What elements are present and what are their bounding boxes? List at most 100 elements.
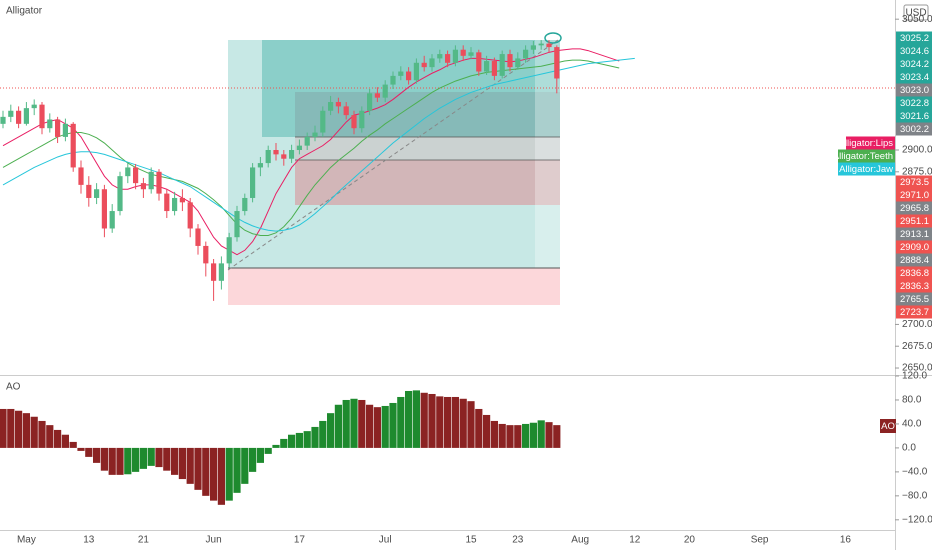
ao-bar xyxy=(303,431,311,448)
price-badge xyxy=(896,122,932,136)
pane-title: AO xyxy=(6,382,21,393)
price-badge xyxy=(896,201,932,215)
ao-bar xyxy=(100,447,108,471)
y-tick-label: −120.0 xyxy=(902,514,932,525)
ao-bar xyxy=(264,447,272,454)
candle-body xyxy=(538,43,544,46)
ao-bar xyxy=(147,447,155,466)
candle-body xyxy=(203,245,209,264)
ao-bar xyxy=(397,396,405,448)
ao-bar xyxy=(288,434,296,448)
ao-bar xyxy=(225,447,233,501)
candle-body xyxy=(507,54,513,68)
candle-body xyxy=(211,263,217,281)
ao-bar xyxy=(506,425,514,448)
candle-body xyxy=(70,123,76,168)
candle-body xyxy=(94,189,100,198)
price-badge-text: 3024.6 xyxy=(900,46,929,57)
ao-bar xyxy=(93,447,101,463)
ao-bar xyxy=(194,447,202,490)
price-badge xyxy=(896,279,932,293)
candle-body xyxy=(117,176,123,212)
candle-body xyxy=(47,119,53,129)
candle-body xyxy=(374,93,380,98)
ao-bar xyxy=(295,432,303,448)
x-tick-label: 21 xyxy=(138,535,150,546)
ao-bar xyxy=(514,425,522,448)
inner-zone xyxy=(295,92,560,137)
candle-body xyxy=(23,108,29,124)
candle-body xyxy=(78,167,84,185)
ao-bar xyxy=(334,404,342,448)
candle-body xyxy=(523,49,529,59)
candle-body xyxy=(460,49,466,56)
ao-bar xyxy=(381,405,389,448)
y-tick-label: 2875.0 xyxy=(902,166,932,177)
ao-bar xyxy=(459,398,467,448)
candle-body xyxy=(367,93,373,111)
ao-bar xyxy=(38,420,46,448)
ao-bar xyxy=(405,390,413,448)
candle-body xyxy=(8,110,14,117)
x-tick-label: Aug xyxy=(571,535,589,546)
ao-bar xyxy=(202,447,210,496)
ao-bar xyxy=(436,396,444,448)
price-badge-text: 3023.0 xyxy=(900,85,929,96)
legend-badge xyxy=(838,149,895,163)
candle-body xyxy=(413,62,419,81)
price-badge-text: 2913.1 xyxy=(900,229,929,240)
ao-bar xyxy=(116,447,124,475)
ao-bar xyxy=(54,429,62,448)
y-tick-label: 2700.0 xyxy=(902,319,932,330)
chart-title: Alligator xyxy=(6,6,43,17)
price-badge-text: 3025.2 xyxy=(900,33,929,44)
ao-bar xyxy=(389,402,397,448)
ao-bar xyxy=(46,425,54,448)
ao-bar xyxy=(537,420,545,448)
inner-zone xyxy=(295,137,560,160)
candle-body xyxy=(0,116,6,124)
candle-body xyxy=(476,52,482,72)
ao-bar xyxy=(163,447,171,471)
candle-body xyxy=(250,167,256,198)
price-badge-text: 3021.6 xyxy=(900,111,929,122)
candle-body xyxy=(484,61,490,72)
candle-body xyxy=(273,150,279,155)
price-badge xyxy=(896,70,932,84)
candle-body xyxy=(125,167,131,177)
ao-bar xyxy=(420,392,428,448)
candle-body xyxy=(31,104,37,109)
legend-label: Alligator:Teeth xyxy=(833,151,893,162)
candle-body xyxy=(133,167,139,184)
candle-body xyxy=(343,106,349,116)
candle-body xyxy=(359,110,365,129)
candle-body xyxy=(468,52,474,56)
price-badge-text: 2965.8 xyxy=(900,203,929,214)
currency-badge[interactable] xyxy=(903,4,929,21)
ao-bar xyxy=(490,420,498,448)
price-badge-text: 3002.2 xyxy=(900,124,929,135)
ao-bar xyxy=(249,447,257,472)
ao-bar xyxy=(85,447,93,457)
x-tick-label: 15 xyxy=(465,535,477,546)
price-badge xyxy=(896,175,932,189)
candle-body xyxy=(265,150,271,164)
ao-bar xyxy=(178,447,186,480)
position-tool xyxy=(227,32,562,305)
ao-bar xyxy=(366,404,374,448)
candle-body xyxy=(179,197,185,203)
legend-badge xyxy=(846,136,895,150)
ao-bar xyxy=(241,447,249,484)
price-badge-text: 2909.0 xyxy=(900,242,929,253)
candle-body xyxy=(187,202,193,229)
x-tick-label: Sep xyxy=(751,535,769,546)
y-tick-label: 80.0 xyxy=(902,395,922,406)
y-tick-label: 2675.0 xyxy=(902,341,932,352)
ao-bar xyxy=(319,420,327,448)
candle-body xyxy=(304,136,310,146)
price-badge-text: 3023.4 xyxy=(900,72,929,83)
candle-body xyxy=(148,171,154,190)
y-tick-label: 2900.0 xyxy=(902,145,932,156)
price-badge-text: 3024.2 xyxy=(900,59,929,70)
